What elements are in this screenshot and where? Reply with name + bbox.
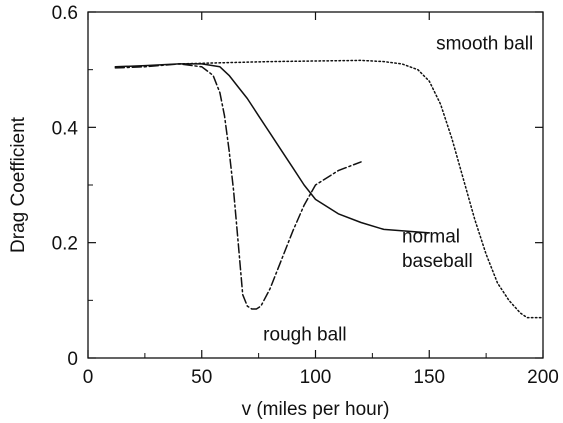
x-tick-label: 0 [83,367,94,388]
series-line-normal-baseball [114,63,431,234]
annotation-label: baseball [402,251,473,272]
series-layer [114,59,544,319]
annotation-label: smooth ball [436,33,533,54]
x-tick-label: 200 [527,367,559,388]
series-line-rough-ball [114,63,362,310]
x-tick-label: 100 [300,367,332,388]
annotation-label: rough ball [263,325,346,346]
series-line-smooth-ball [178,59,544,319]
annotations: smooth ball normal baseball rough ball [263,33,533,345]
axis-ticks [87,11,544,359]
y-tick-label: 0.6 [52,3,78,24]
tick-labels: 0 50 100 150 200 0 0.2 0.4 0.6 [52,3,559,388]
x-axis-title: v (miles per hour) [242,399,390,420]
x-tick-label: 150 [413,367,445,388]
y-axis-title: Drag Coefficient [8,116,29,253]
x-tick-label: 50 [191,367,212,388]
annotation-label: normal [402,227,460,248]
y-tick-label: 0.4 [52,118,79,139]
y-tick-label: 0.2 [52,234,78,255]
y-tick-label: 0 [67,349,78,370]
